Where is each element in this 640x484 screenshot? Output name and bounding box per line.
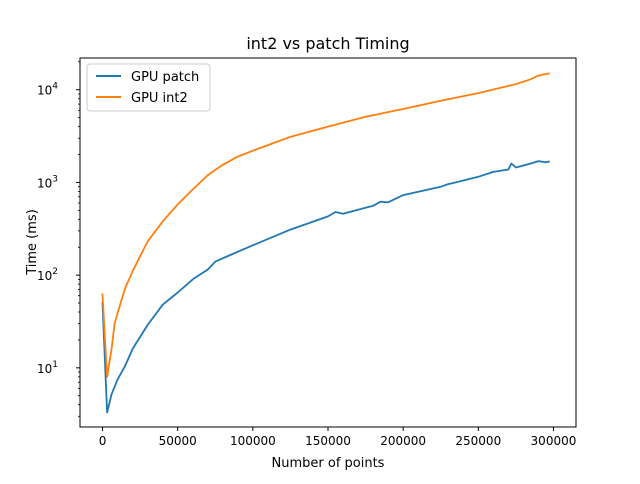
y-tick-exponent: 4 (52, 82, 58, 92)
y-tick-base: 10 (37, 84, 52, 98)
y-tick-base: 10 (37, 176, 52, 190)
y-tick-exponent: 3 (52, 174, 58, 184)
x-tick-label: 150000 (305, 434, 351, 448)
y-axis-label: Time (ms) (25, 209, 40, 276)
y-tick-label: 104 (37, 82, 58, 98)
y-tick-label: 101 (37, 360, 58, 376)
legend: GPU patch GPU int2 (86, 63, 211, 112)
x-tick-label: 0 (99, 434, 107, 448)
chart-title: int2 vs patch Timing (246, 34, 409, 53)
x-axis: 0 50000 100000 150000 200000 250000 300000 (99, 427, 577, 448)
x-tick-label: 100000 (230, 434, 276, 448)
x-tick-label: 250000 (455, 434, 501, 448)
legend-label-gpu-patch: GPU patch (131, 70, 199, 85)
series-line-gpu-int2 (101, 72, 550, 378)
y-tick-base: 10 (37, 362, 52, 376)
y-tick-exponent: 1 (52, 360, 58, 370)
x-axis-label: Number of points (272, 456, 385, 471)
legend-label-gpu-int2: GPU int2 (131, 91, 188, 106)
y-tick-label: 103 (37, 174, 58, 190)
series-lines (101, 72, 550, 414)
y-tick-base: 10 (37, 269, 52, 283)
y-tick-label: 102 (37, 267, 58, 283)
x-tick-label: 300000 (531, 434, 577, 448)
x-tick-label: 50000 (159, 434, 197, 448)
y-tick-exponent: 2 (52, 267, 58, 277)
series-line-gpu-patch (101, 160, 550, 414)
x-tick-label: 200000 (380, 434, 426, 448)
